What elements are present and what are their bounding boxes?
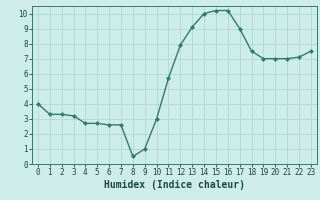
X-axis label: Humidex (Indice chaleur): Humidex (Indice chaleur) xyxy=(104,180,245,190)
